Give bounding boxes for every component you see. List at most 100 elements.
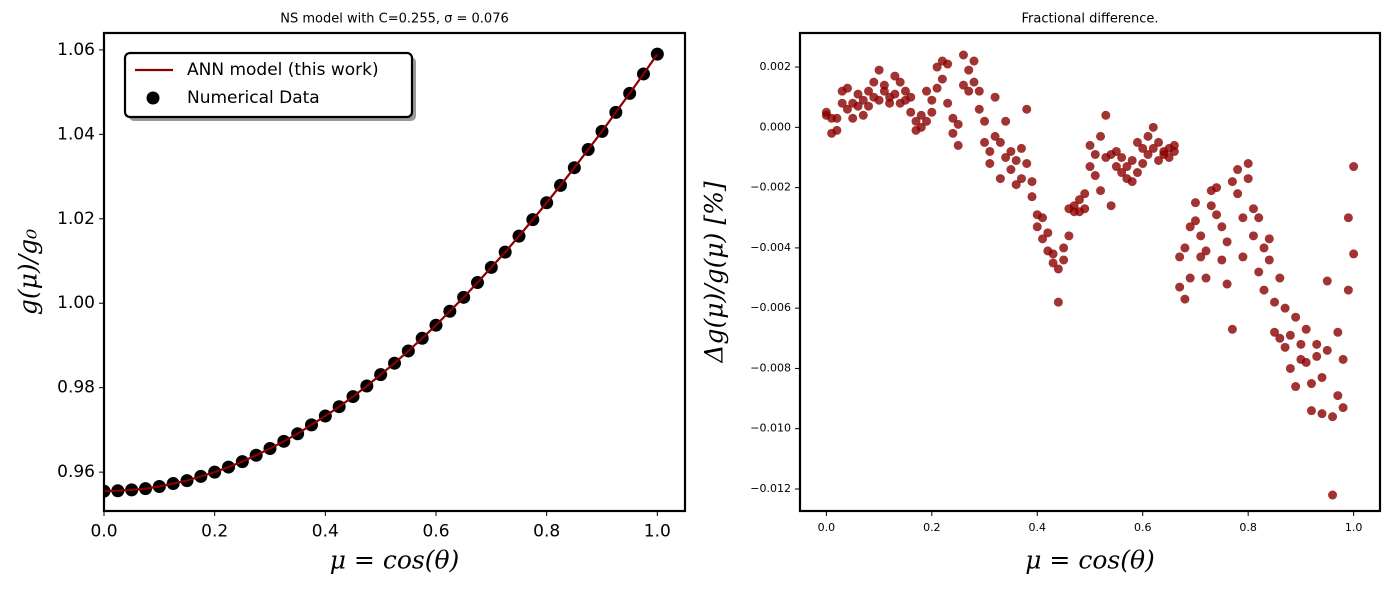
- data-point: [1248, 204, 1258, 214]
- plot-area: [104, 47, 664, 498]
- data-point: [1349, 249, 1359, 259]
- x-tick-label: 0.4: [1029, 521, 1047, 534]
- data-point: [995, 174, 1005, 184]
- legend: ANN model (this work) Numerical Data: [123, 51, 416, 121]
- data-point: [1264, 255, 1274, 265]
- data-point: [890, 71, 900, 81]
- data-point: [1101, 110, 1111, 120]
- y-tick-label: 1.02: [57, 209, 95, 229]
- y-tick-label: 1.06: [57, 40, 95, 60]
- data-point: [916, 110, 926, 120]
- data-point: [906, 92, 916, 102]
- data-point: [1053, 297, 1063, 307]
- data-point: [1043, 228, 1053, 238]
- data-point: [1154, 137, 1164, 147]
- y-axis-label: Δg(μ)/g(μ) [%]: [700, 181, 729, 363]
- data-point: [1053, 264, 1063, 274]
- data-point: [985, 146, 995, 156]
- data-point: [1080, 189, 1090, 199]
- data-point: [1180, 294, 1190, 304]
- data-point: [1212, 183, 1222, 193]
- data-point: [1016, 174, 1026, 184]
- data-point: [1117, 152, 1127, 162]
- data-point: [1011, 180, 1021, 190]
- data-point: [980, 116, 990, 126]
- data-point: [1270, 327, 1280, 337]
- data-point: [1227, 177, 1237, 187]
- data-point: [1270, 297, 1280, 307]
- data-point: [1285, 363, 1295, 373]
- data-point: [1127, 155, 1137, 165]
- data-point: [985, 159, 995, 169]
- data-point: [1059, 255, 1069, 265]
- data-point: [1111, 162, 1121, 172]
- subplot: NS model with C=0.255, σ = 0.076 μ = cos(…: [14, 12, 687, 575]
- data-point: [1127, 177, 1137, 187]
- x-tick-label: 0.8: [1239, 521, 1257, 534]
- data-point: [964, 86, 974, 96]
- data-point: [1317, 372, 1327, 382]
- data-point: [1243, 174, 1253, 184]
- data-point: [1143, 149, 1153, 159]
- data-point: [1111, 146, 1121, 156]
- x-tick-label: 0.0: [818, 521, 836, 534]
- data-point: [1338, 354, 1348, 364]
- data-point: [958, 50, 968, 60]
- data-point: [1154, 155, 1164, 165]
- data-point: [927, 107, 937, 117]
- x-tick-label: 0.2: [923, 521, 941, 534]
- data-point: [1301, 357, 1311, 367]
- legend-label: Numerical Data: [187, 88, 320, 108]
- data-point: [1169, 146, 1179, 156]
- y-tick-label: 0.98: [57, 378, 95, 398]
- data-point: [1106, 201, 1116, 211]
- data-point: [864, 86, 874, 96]
- data-point: [974, 104, 984, 114]
- data-point: [1148, 143, 1158, 153]
- data-point: [1011, 155, 1021, 165]
- y-tick-label: −0.002: [750, 181, 791, 194]
- data-point: [1217, 255, 1227, 265]
- data-point: [958, 80, 968, 90]
- data-point: [1048, 258, 1058, 268]
- plot-area: [821, 50, 1359, 500]
- data-point: [1022, 159, 1032, 169]
- y-tick-label: 1.04: [57, 124, 95, 144]
- data-point: [837, 98, 847, 108]
- data-point: [1254, 267, 1264, 277]
- data-point: [1248, 231, 1258, 241]
- x-tick-label: 0.8: [533, 521, 560, 541]
- data-point: [948, 113, 958, 123]
- data-point: [1069, 201, 1079, 211]
- data-point: [927, 95, 937, 105]
- data-point: [1196, 231, 1206, 241]
- x-tick-label: 0.2: [201, 521, 228, 541]
- data-point: [1027, 177, 1037, 187]
- data-point: [1038, 234, 1048, 244]
- data-point: [937, 74, 947, 84]
- model-line: [104, 53, 659, 493]
- data-point: [1190, 216, 1200, 226]
- data-point: [953, 140, 963, 150]
- y-tick-label: −0.012: [750, 482, 791, 495]
- x-tick-label: 0.6: [1134, 521, 1152, 534]
- data-point: [1048, 249, 1058, 259]
- legend-box: [123, 51, 414, 119]
- data-point: [853, 89, 863, 99]
- data-point: [969, 56, 979, 66]
- data-point: [1338, 403, 1348, 413]
- data-point: [1059, 243, 1069, 253]
- data-point: [1306, 379, 1316, 389]
- data-point: [1259, 285, 1269, 295]
- legend-label: ANN model (this work): [187, 60, 379, 80]
- y-tick-label: 0.000: [760, 120, 792, 133]
- data-point: [932, 62, 942, 72]
- y-tick-label: −0.010: [750, 422, 791, 435]
- data-point: [980, 137, 990, 147]
- data-point: [1243, 159, 1253, 169]
- data-point: [1264, 234, 1274, 244]
- data-point: [922, 86, 932, 96]
- data-point: [943, 59, 953, 69]
- data-point: [1090, 171, 1100, 181]
